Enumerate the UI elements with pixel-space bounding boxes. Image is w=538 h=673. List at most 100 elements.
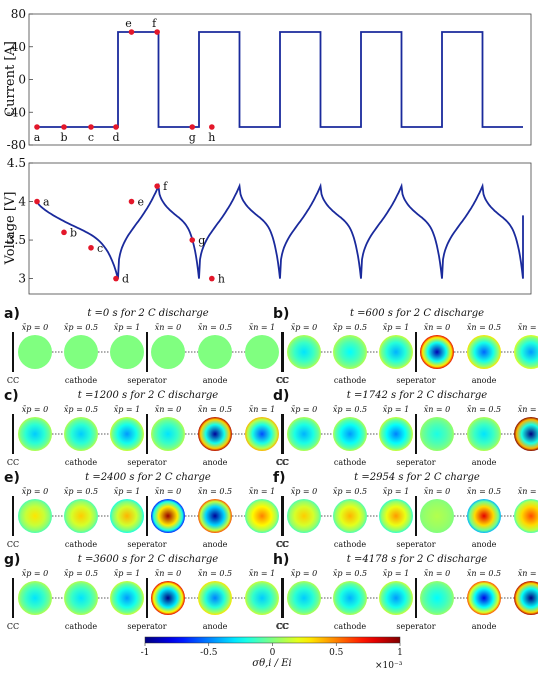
panel-title: t =1200 s for 2 C discharge [78, 390, 218, 401]
panel-title: t =2400 s for 2 C charge [85, 472, 211, 483]
region-label: CC [7, 376, 19, 385]
colorbar: -1 -0.5 0 0.5 1 σθ,i / Ei ×10⁻³ [141, 636, 403, 671]
panel-letter: b) [273, 306, 289, 322]
particle-sphere [64, 335, 98, 369]
sphere-position-label: x̄p = 0 [22, 569, 49, 578]
particle-sphere [467, 581, 501, 615]
sphere-position-label: x̄p = 0 [291, 405, 318, 414]
sphere-position-label: x̄n = 1 [249, 405, 276, 414]
stress-panel: a) t =0 s for 2 C discharge x̄p = 0 x̄p = 0… [4, 306, 289, 385]
particle-sphere [245, 417, 279, 451]
particle-sphere [514, 335, 538, 369]
sphere-position-label: x̄n = 0.5 [467, 569, 501, 578]
particle-sphere [245, 335, 279, 369]
current-ytick-label: 80 [11, 7, 26, 21]
voltage-point-b [61, 229, 67, 236]
sphere-position-label: x̄p = 1 [383, 569, 410, 578]
current-ylabel: Current [A] [3, 41, 18, 117]
region-label: cathode [65, 376, 98, 385]
particle-sphere [467, 417, 501, 451]
voltage-ytick-label: 4 [18, 195, 26, 209]
region-label: anode [472, 458, 497, 467]
current-ytick-label: -80 [7, 138, 26, 152]
sphere-position-label: x̄n = 1 [249, 487, 276, 496]
particle-sphere [198, 335, 232, 369]
voltage-axes-box [28, 162, 532, 295]
colorbar-tick-label: 0.5 [329, 648, 344, 658]
current-point-label: c [88, 131, 94, 144]
sphere-position-label: x̄n = 0 [424, 405, 451, 414]
particle-sphere [64, 581, 98, 615]
current-point-c [88, 124, 94, 130]
particle-sphere [333, 581, 367, 615]
sphere-position-label: x̄n = 1 [249, 569, 276, 578]
particle-sphere [245, 581, 279, 615]
current-point-label: h [208, 131, 215, 144]
sphere-position-label: x̄n = 0.5 [198, 405, 232, 414]
particle-sphere [514, 499, 538, 533]
particle-sphere [287, 499, 321, 533]
voltage-point-label: d [122, 273, 129, 286]
sphere-position-label: x̄p = 0.5 [64, 569, 98, 578]
region-label: anode [472, 622, 497, 631]
stress-panel: h) t =4178 s for 2 C discharge x̄p = 0 x̄p … [273, 552, 538, 631]
voltage-series-line [36, 182, 524, 279]
sphere-position-label: x̄n = 1 [518, 487, 538, 496]
panel-title: t =0 s for 2 C discharge [87, 308, 208, 319]
sphere-position-label: x̄n = 0 [155, 569, 182, 578]
current-point-d [113, 124, 119, 130]
stress-panel: f) t =2954 s for 2 C charge x̄p = 0 x̄p = 0… [273, 470, 538, 549]
region-label: anode [203, 376, 228, 385]
voltage-point-h [209, 275, 215, 282]
panel-title: t =4178 s for 2 C discharge [347, 554, 487, 565]
region-label: cathode [334, 622, 367, 631]
particle-sphere [151, 581, 185, 615]
sphere-position-label: x̄n = 0.5 [198, 323, 232, 332]
region-label: anode [203, 458, 228, 467]
particle-sphere [198, 499, 232, 533]
region-label: seperator [396, 376, 435, 385]
sphere-position-label: x̄p = 0.5 [64, 323, 98, 332]
sphere-position-label: x̄n = 0 [424, 323, 451, 332]
region-label: anode [203, 622, 228, 631]
sphere-position-label: x̄p = 0 [291, 323, 318, 332]
current-point-label: f [152, 17, 157, 30]
region-label: CC [277, 540, 289, 549]
sphere-position-label: x̄p = 0 [22, 405, 49, 414]
region-label: seperator [127, 458, 166, 467]
particle-sphere [18, 417, 52, 451]
sphere-position-label: x̄p = 1 [383, 405, 410, 414]
particle-sphere [151, 499, 185, 533]
voltage-point-label: g [198, 234, 205, 247]
sphere-position-label: x̄p = 0 [22, 487, 49, 496]
panel-letter: e) [4, 470, 20, 486]
panel-letter: d) [273, 388, 289, 404]
particle-sphere [379, 499, 413, 533]
particle-sphere [64, 417, 98, 451]
sphere-position-label: x̄n = 0.5 [198, 569, 232, 578]
sphere-position-label: x̄p = 1 [383, 323, 410, 332]
sphere-position-label: x̄n = 0 [155, 323, 182, 332]
panel-title: t =2954 s for 2 C charge [354, 472, 480, 483]
particle-sphere [110, 581, 144, 615]
particle-sphere [420, 499, 454, 533]
sphere-position-label: x̄p = 0.5 [64, 487, 98, 496]
voltage-point-label: f [163, 180, 168, 193]
colorbar-tick-label: -1 [141, 648, 150, 658]
colorbar-tick-label: 1 [397, 648, 403, 658]
voltage-ytick-label: 4.5 [7, 156, 26, 170]
particle-sphere [64, 499, 98, 533]
stress-panel: b) t =600 s for 2 C discharge x̄p = 0 x̄p =… [273, 306, 538, 385]
stress-panels: a) t =0 s for 2 C discharge x̄p = 0 x̄p = 0… [4, 306, 538, 631]
voltage-ytick-label: 3 [18, 272, 26, 286]
particle-sphere [514, 417, 538, 451]
stress-panel: e) t =2400 s for 2 C charge x̄p = 0 x̄p = 0… [4, 470, 289, 549]
region-label: CC [276, 540, 288, 549]
region-label: CC [276, 458, 288, 467]
stress-panel: d) t =1742 s for 2 C discharge x̄p = 0 x̄p … [273, 388, 538, 467]
region-label: cathode [65, 540, 98, 549]
current-point-label: e [125, 17, 132, 30]
voltage-point-label: c [97, 242, 103, 255]
voltage-point-label: a [43, 196, 50, 209]
